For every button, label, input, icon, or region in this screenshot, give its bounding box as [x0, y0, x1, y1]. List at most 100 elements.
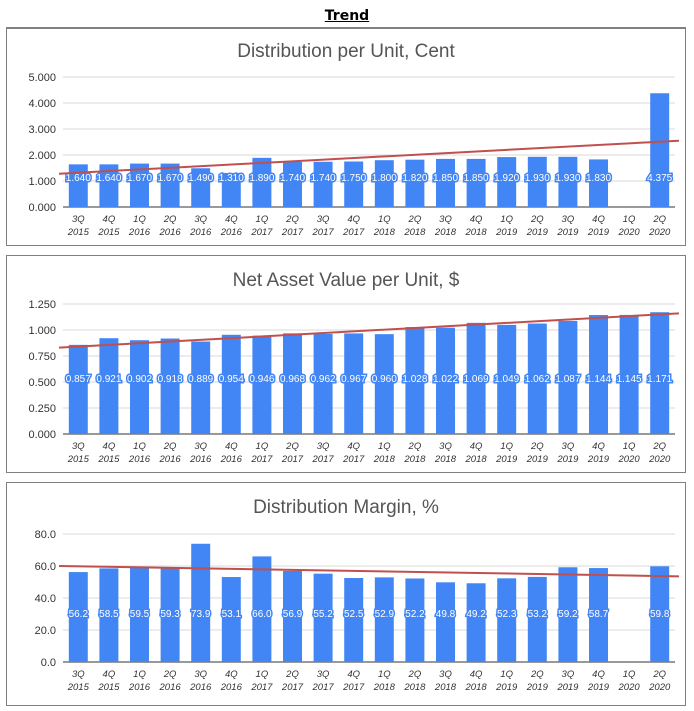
data-label: 0.918	[158, 374, 183, 385]
data-label: 1.310	[219, 173, 244, 184]
x-tick-year: 2019	[526, 227, 549, 238]
chart-title: Net Asset Value per Unit, $	[233, 270, 460, 291]
trendline	[58, 312, 680, 349]
frame-divider	[6, 27, 686, 28]
bar	[221, 172, 241, 207]
x-tick-quarter: 3Q	[194, 441, 207, 452]
x-tick-quarter: 1Q	[256, 214, 269, 225]
data-label: 1.145	[617, 374, 642, 385]
trendline	[58, 139, 680, 175]
x-tick-year: 2019	[495, 454, 518, 465]
bar	[130, 340, 149, 434]
distribution-margin-svg: Distribution Margin, % 0.0 20.0 40.0 60.0 80.…	[35, 497, 680, 693]
x-tick-year: 2019	[556, 227, 579, 238]
x-tick-quarter: 2Q	[408, 669, 422, 680]
bar	[589, 568, 608, 662]
x-tick-year: 2015	[97, 227, 120, 238]
bar	[527, 576, 547, 662]
bar	[589, 159, 608, 207]
x-tick-year: 2020	[618, 682, 641, 693]
data-label: 58.5	[99, 609, 119, 620]
x-tick-year: 2019	[526, 454, 549, 465]
x-tick-quarter: 1Q	[133, 669, 146, 680]
x-tick-year: 2016	[128, 227, 151, 238]
bar	[283, 161, 302, 207]
data-label: 52.3	[497, 609, 517, 620]
x-tick-quarter: 1Q	[623, 669, 636, 680]
x-tick-year: 2017	[312, 454, 335, 465]
x-tick-quarter: 4Q	[470, 441, 483, 452]
y-tick-label: 80.0	[35, 529, 56, 541]
data-label: 52.9	[375, 609, 395, 620]
bar	[68, 572, 88, 662]
bar	[313, 161, 333, 207]
x-tick-year: 2016	[159, 454, 182, 465]
x-tick-year: 2020	[648, 682, 671, 693]
bar	[191, 341, 211, 434]
x-tick-quarter: 1Q	[133, 441, 146, 452]
x-tick-quarter: 1Q	[500, 441, 513, 452]
x-tick-year: 2017	[342, 454, 365, 465]
x-tick-year: 2018	[373, 454, 396, 465]
data-label: 1.670	[158, 173, 183, 184]
x-tick-year: 2019	[587, 682, 610, 693]
data-label: 1.049	[494, 374, 519, 385]
bar	[68, 164, 88, 207]
bar	[405, 327, 425, 434]
x-tick-year: 2017	[281, 227, 304, 238]
x-tick-year: 2019	[495, 227, 518, 238]
bar	[130, 163, 149, 207]
data-label: 0.889	[188, 374, 213, 385]
y-tick-label: 0.0	[41, 657, 56, 669]
data-label: 0.960	[372, 374, 397, 385]
x-tick-year: 2017	[342, 682, 365, 693]
data-label: 53.2	[528, 609, 548, 620]
x-tick-year: 2019	[587, 454, 610, 465]
y-tick-label: 1.250	[28, 299, 56, 311]
bar	[344, 578, 364, 662]
data-label: 59.5	[130, 609, 150, 620]
bar	[99, 338, 119, 434]
x-tick-quarter: 2Q	[163, 441, 177, 452]
x-tick-quarter: 1Q	[500, 214, 513, 225]
data-label: 59.3	[160, 609, 180, 620]
bar	[650, 566, 670, 662]
x-tick-year: 2015	[67, 682, 90, 693]
data-label: 0.921	[96, 374, 121, 385]
data-label: 1.640	[96, 173, 121, 184]
x-tick-year: 2019	[495, 682, 518, 693]
y-tick-label: 5.000	[28, 72, 56, 84]
x-tick-year: 2018	[403, 454, 426, 465]
x-tick-year: 2017	[312, 682, 335, 693]
data-label: 1.022	[433, 374, 458, 385]
data-label: 1.930	[525, 173, 550, 184]
x-tick-quarter: 1Q	[256, 441, 269, 452]
x-tick-year: 2017	[281, 454, 304, 465]
data-label: 0.946	[249, 374, 274, 385]
bar	[160, 338, 180, 434]
y-tick-label: 20.0	[35, 625, 56, 637]
bar	[252, 335, 272, 434]
data-label: 53.1	[222, 609, 242, 620]
x-tick-quarter: 1Q	[378, 214, 391, 225]
data-label: 49.2	[466, 609, 486, 620]
bar	[344, 161, 364, 207]
data-label: 52.5	[344, 609, 364, 620]
data-label: 1.850	[433, 173, 458, 184]
bar	[283, 333, 302, 434]
distribution-per-unit-chart: Distribution per Unit, Cent 0.000 1.000 2.0…	[6, 28, 686, 246]
data-label: 1.820	[402, 173, 427, 184]
data-label: 1.171	[647, 374, 672, 385]
x-tick-quarter: 1Q	[256, 669, 269, 680]
x-tick-year: 2017	[312, 227, 335, 238]
data-label: 1.144	[586, 374, 611, 385]
bar	[466, 158, 486, 207]
x-tick-year: 2020	[618, 227, 641, 238]
y-tick-label: 1.000	[28, 325, 56, 337]
x-tick-quarter: 2Q	[652, 441, 666, 452]
x-tick-year: 2017	[281, 682, 304, 693]
distribution-margin-chart: Distribution Margin, % 0.0 20.0 40.0 60.0 80.…	[6, 482, 686, 706]
x-tick-year: 2016	[220, 682, 243, 693]
data-label: 55.2	[313, 609, 333, 620]
bar	[527, 156, 547, 207]
